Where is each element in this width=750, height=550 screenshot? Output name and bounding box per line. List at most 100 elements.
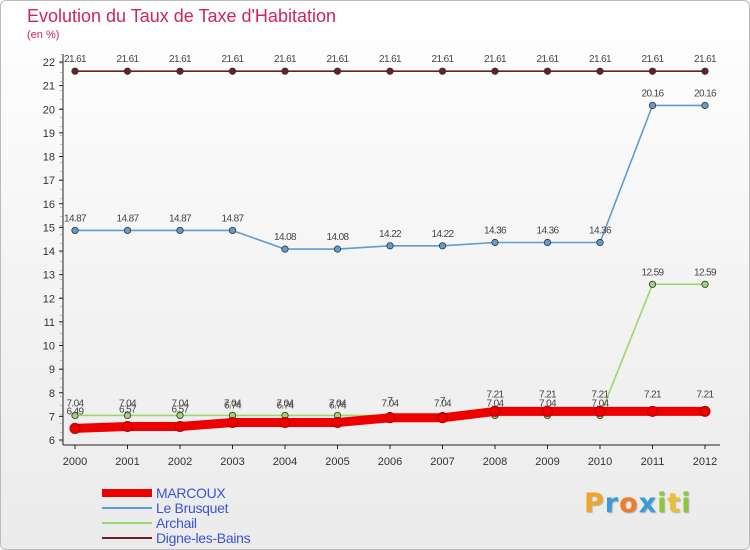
y-tick-label: 12 — [43, 293, 55, 305]
data-label-le-brusquet: 20.16 — [694, 88, 717, 99]
data-label-digne-les-bains: 21.61 — [274, 54, 297, 65]
data-label-archail: 7.04 — [329, 398, 347, 409]
y-tick-label: 14 — [43, 246, 55, 258]
data-point-le-brusquet — [228, 226, 237, 235]
data-point-digne-les-bains — [596, 67, 604, 75]
y-tick-label: 22 — [43, 57, 55, 69]
data-label-le-brusquet: 14.87 — [221, 213, 244, 224]
series-line-archail — [599, 283, 654, 417]
y-tick-label: 6 — [49, 435, 55, 447]
data-label-digne-les-bains: 21.61 — [326, 54, 349, 65]
data-label-digne-les-bains: 21.61 — [64, 54, 87, 65]
data-point-archail — [648, 280, 657, 288]
data-label-le-brusquet: 14.87 — [64, 213, 87, 224]
data-point-marcoux — [69, 422, 81, 434]
data-point-digne-les-bains — [333, 67, 342, 75]
data-label-archail: 7.04 — [434, 398, 452, 409]
y-tick-label: 19 — [43, 128, 55, 140]
data-label-digne-les-bains: 21.61 — [116, 54, 139, 65]
y-tick-label: 7 — [49, 411, 55, 423]
data-point-marcoux — [122, 421, 133, 433]
data-point-marcoux — [227, 417, 238, 429]
data-label-le-brusquet: 20.16 — [641, 88, 664, 99]
series-layer — [69, 67, 711, 434]
data-label-digne-les-bains: 21.61 — [169, 54, 192, 65]
x-tick-label: 2011 — [641, 456, 665, 468]
data-label-archail: 7.04 — [486, 398, 504, 409]
data-point-digne-les-bains — [71, 67, 79, 75]
legend-label: Archail — [156, 515, 197, 531]
y-tick-label: 8 — [49, 388, 55, 400]
data-label-marcoux: 6.74 — [329, 401, 347, 412]
data-label-archail: 7.04 — [171, 398, 189, 409]
y-tick-label: 10 — [43, 341, 55, 353]
data-point-marcoux — [437, 412, 448, 424]
data-label-le-brusquet: 14.36 — [484, 225, 507, 236]
legend-swatch — [102, 507, 152, 509]
data-labels-layer: 21.61 21.61 21.61 21.61 21.61 21.61 21.61 21.61… — [64, 54, 718, 417]
legend-swatch — [102, 522, 152, 524]
chart-title: Evolution du Taux de Taxe d'Habitation — [27, 6, 336, 26]
data-point-digne-les-bains — [701, 67, 709, 75]
y-tick-label: 9 — [49, 364, 55, 376]
y-tick-label: 21 — [43, 81, 55, 93]
x-tick-label: 2004 — [273, 456, 297, 468]
data-label-marcoux: 7.21 — [696, 389, 714, 400]
data-label-marcoux: 6.74 — [224, 401, 242, 412]
x-tick-label: 2007 — [430, 456, 454, 468]
data-point-digne-les-bains — [648, 67, 657, 75]
data-point-marcoux — [699, 405, 711, 417]
data-point-marcoux — [384, 412, 396, 424]
data-label-marcoux: 7.21 — [591, 389, 609, 400]
data-label-digne-les-bains: 21.61 — [641, 54, 664, 65]
logo-letter: i — [681, 488, 692, 519]
data-label-archail: 7.04 — [276, 398, 294, 409]
x-tick-label: 2010 — [588, 456, 612, 468]
data-point-archail — [176, 411, 184, 420]
data-label-archail: 7.04 — [224, 398, 242, 409]
y-tick-label: 15 — [43, 222, 55, 234]
data-point-le-brusquet — [648, 101, 657, 110]
data-point-marcoux — [594, 405, 606, 417]
x-tick-label: 2005 — [325, 456, 349, 468]
logo-letter: r — [604, 488, 620, 519]
logo-letter: i — [657, 488, 668, 519]
data-point-digne-les-bains — [543, 67, 552, 75]
data-point-digne-les-bains — [438, 67, 447, 75]
data-label-marcoux: 7 — [440, 396, 446, 407]
data-label-marcoux: 7.21 — [539, 389, 557, 400]
legend-label: Digne-les-Bains — [156, 530, 251, 546]
data-point-le-brusquet — [176, 226, 184, 235]
axes: 6 7 8 9 10 11 12 13 14 15 16 17 18 19 20 21 22 2000 2001 20… — [43, 54, 720, 468]
data-label-digne-les-bains: 21.61 — [589, 54, 612, 65]
series-line-le-brusquet — [599, 104, 654, 244]
x-tick-label: 2001 — [115, 456, 139, 468]
data-point-le-brusquet — [281, 245, 289, 253]
data-point-le-brusquet — [596, 238, 604, 247]
data-point-digne-les-bains — [228, 67, 237, 75]
data-point-marcoux — [489, 405, 501, 417]
data-point-marcoux — [174, 421, 186, 433]
data-label-digne-les-bains: 21.61 — [484, 54, 507, 65]
legend-label: Le Brusquet — [156, 500, 229, 516]
data-label-digne-les-bains: 21.61 — [694, 54, 717, 65]
logo-letter: o — [619, 488, 639, 519]
data-point-le-brusquet — [438, 242, 447, 250]
x-tick-label: 2000 — [63, 456, 87, 468]
data-point-digne-les-bains — [386, 67, 394, 75]
data-point-marcoux — [647, 405, 658, 417]
y-tick-label: 13 — [43, 270, 55, 282]
data-label-archail: 7.04 — [381, 398, 399, 409]
logo-letter: x — [638, 488, 658, 519]
data-label-archail: 12.59 — [641, 267, 664, 278]
series-line-marcoux — [333, 413, 395, 428]
data-label-archail: 7.04 — [591, 398, 609, 409]
chart-unit-label: (en %) — [27, 29, 60, 41]
data-label-marcoux: 6.57 — [119, 405, 137, 416]
data-label-marcoux: 7.21 — [486, 389, 504, 400]
data-label-archail: 7.04 — [539, 398, 557, 409]
data-label-le-brusquet: 14.22 — [431, 229, 454, 240]
x-tick-label: 2012 — [693, 456, 717, 468]
